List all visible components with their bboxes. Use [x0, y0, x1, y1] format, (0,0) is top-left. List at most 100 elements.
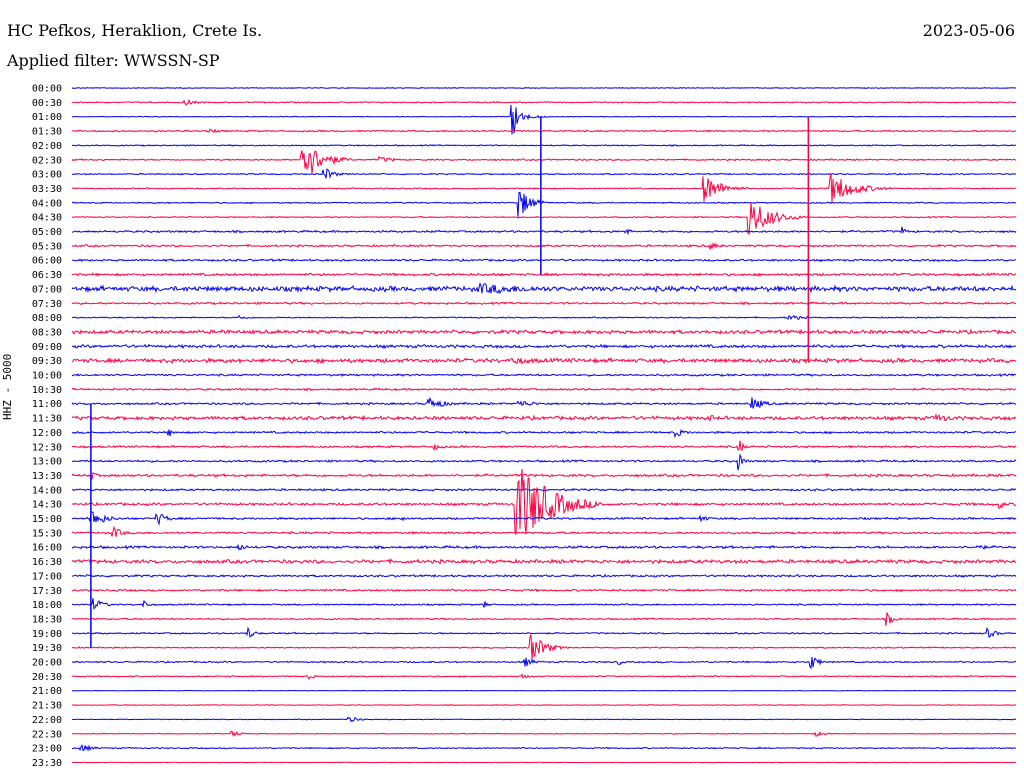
row-time-label: 09:30: [32, 356, 62, 367]
row-time-label: 20:30: [32, 672, 62, 683]
row-time-label: 11:00: [32, 399, 62, 410]
trace-line: [71, 573, 1017, 578]
trace-line: [71, 173, 1017, 203]
trace-line: [71, 598, 1017, 610]
station-title: HC Pefkos, Heraklion, Crete Is.: [7, 21, 263, 40]
trace-line: [71, 242, 1017, 251]
row-time-label: 16:30: [32, 557, 62, 568]
row-time-label: 01:00: [32, 112, 62, 123]
row-time-label: 10:00: [32, 371, 62, 382]
trace-line: [71, 440, 1017, 452]
row-time-label: 22:30: [32, 729, 62, 740]
trace-line: [71, 258, 1017, 263]
trace-line: [71, 453, 1017, 471]
row-time-label: 21:30: [32, 701, 62, 712]
row-time-label: 02:30: [32, 155, 62, 166]
trace-line: [71, 704, 1016, 707]
trace-line: [71, 282, 1017, 295]
row-time-label: 18:30: [32, 614, 62, 625]
trace-line: [71, 168, 1017, 179]
row-time-label: 04:30: [32, 213, 62, 224]
trace-line: [71, 396, 1017, 409]
row-time-label: 21:00: [32, 686, 62, 697]
trace-line: [71, 510, 1017, 526]
trace-line: [71, 128, 1017, 133]
row-time-label: 13:30: [32, 471, 62, 482]
row-time-label: 05:00: [32, 227, 62, 238]
trace-line: [71, 761, 1016, 764]
trace-line: [71, 543, 1017, 551]
row-time-label: 14:30: [32, 500, 62, 511]
trace-line: [71, 612, 1017, 626]
row-time-label: 14:00: [32, 485, 62, 496]
row-time-label: 18:00: [32, 600, 62, 611]
trace-line: [71, 730, 1017, 737]
row-time-label: 17:00: [32, 571, 62, 582]
row-time-label: 09:00: [32, 342, 62, 353]
trace-line: [71, 657, 1017, 670]
trace-line: [71, 743, 1017, 752]
trace-line: [71, 343, 1017, 350]
trace-line: [72, 314, 1017, 321]
trace-line: [72, 98, 1017, 106]
trace-line: [71, 689, 1016, 692]
row-time-label: 10:30: [32, 385, 62, 396]
trace-line: [71, 328, 1017, 336]
row-time-label: 19:30: [32, 643, 62, 654]
row-time-label: 00:30: [32, 98, 62, 109]
row-time-label: 06:30: [32, 270, 62, 281]
row-time-label: 01:30: [32, 127, 62, 138]
trace-line: [71, 301, 1017, 306]
row-time-label: 12:00: [32, 428, 62, 439]
date-label: 2023-05-06: [922, 21, 1015, 40]
row-time-label: 15:30: [32, 528, 62, 539]
trace-line: [71, 634, 1017, 661]
row-time-label: 07:00: [32, 284, 62, 295]
row-time-label: 23:30: [32, 758, 62, 769]
trace-line: [71, 525, 1017, 537]
row-time-label: 17:30: [32, 586, 62, 597]
trace-line: [71, 558, 1017, 565]
row-time-label: 00:00: [32, 84, 62, 95]
trace-group: [71, 86, 1017, 764]
row-time-label: 04:00: [32, 198, 62, 209]
row-time-label: 06:00: [32, 256, 62, 267]
trace-line: [72, 673, 1017, 681]
filter-label: Applied filter: WWSSN-SP: [7, 51, 220, 70]
trace-line: [72, 104, 1017, 135]
trace-line: [71, 428, 1017, 439]
trace-line: [71, 150, 1017, 174]
trace-line: [71, 201, 1017, 236]
trace-line: [71, 588, 1017, 593]
row-time-label: 02:00: [32, 141, 62, 152]
row-label-group: 00:00 00:30 01:00 01:30 02:00 02:30 03:00 03:30…: [32, 84, 62, 769]
trace-line: [71, 626, 1017, 638]
row-time-label: 11:30: [32, 414, 62, 425]
trace-line: [71, 144, 1017, 147]
row-time-label: 05:30: [32, 241, 62, 252]
row-time-label: 08:30: [32, 327, 62, 338]
trace-line: [71, 356, 1017, 365]
row-time-label: 12:30: [32, 442, 62, 453]
row-time-label: 15:00: [32, 514, 62, 525]
trace-line: [71, 86, 1017, 90]
row-time-label: 13:00: [32, 457, 62, 468]
row-time-label: 16:00: [32, 543, 62, 554]
trace-line: [71, 191, 1017, 217]
trace-line: [71, 272, 1017, 277]
trace-line: [71, 471, 1017, 480]
row-time-label: 03:00: [32, 170, 62, 181]
trace-line: [72, 226, 1017, 236]
row-time-label: 22:00: [32, 715, 62, 726]
row-time-label: 07:30: [32, 299, 62, 310]
trace-line: [71, 373, 1017, 378]
row-time-label: 20:00: [32, 658, 62, 669]
row-time-label: 23:00: [32, 744, 62, 755]
trace-line: [71, 387, 1017, 392]
spike-group: [90, 116, 810, 648]
row-time-label: 03:30: [32, 184, 62, 195]
row-time-label: 08:00: [32, 313, 62, 324]
trace-line: [71, 468, 1017, 535]
trace-line: [71, 716, 1017, 723]
